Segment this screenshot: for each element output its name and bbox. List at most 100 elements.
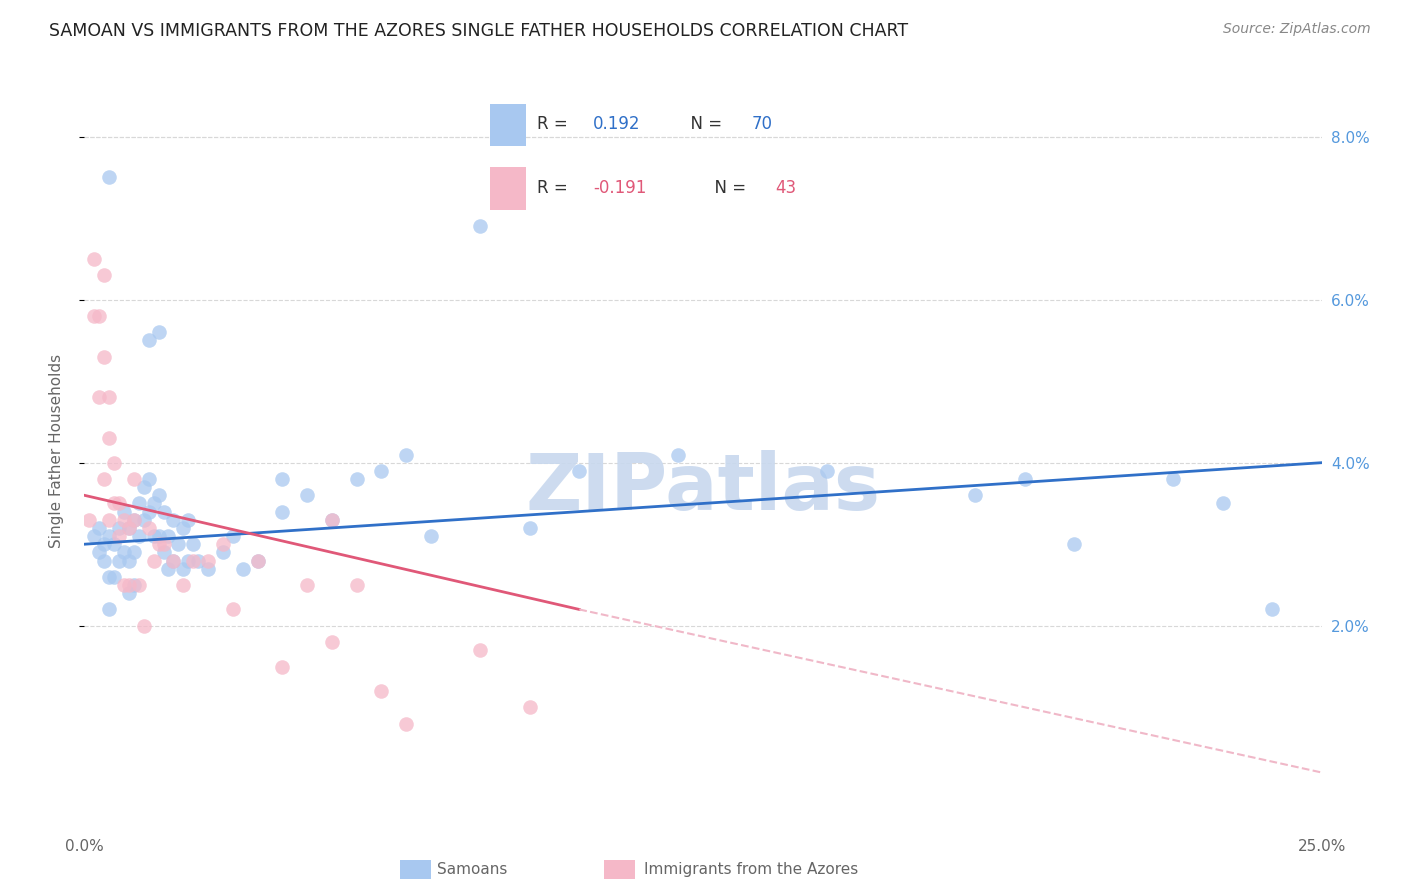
Point <box>172 578 194 592</box>
Point <box>271 472 294 486</box>
Point <box>321 513 343 527</box>
Point <box>172 562 194 576</box>
Point <box>666 448 689 462</box>
Point <box>1014 472 1036 486</box>
Point <box>157 562 180 576</box>
Point <box>89 521 111 535</box>
Point <box>83 252 105 266</box>
Point <box>212 545 235 559</box>
Point <box>1261 602 1284 616</box>
Point <box>152 545 174 559</box>
Point <box>181 553 204 567</box>
Point <box>103 456 125 470</box>
Point <box>93 268 115 282</box>
Point <box>98 170 121 185</box>
Point <box>108 521 131 535</box>
Point <box>98 391 121 405</box>
Point <box>519 700 541 714</box>
Point <box>172 521 194 535</box>
Point <box>128 578 150 592</box>
Point <box>138 505 160 519</box>
Point <box>132 619 155 633</box>
Point <box>1212 496 1234 510</box>
Point <box>138 472 160 486</box>
Point <box>112 505 135 519</box>
Point <box>98 513 121 527</box>
Point <box>122 513 145 527</box>
Point <box>152 537 174 551</box>
Point <box>212 537 235 551</box>
Point <box>519 521 541 535</box>
Text: Immigrants from the Azores: Immigrants from the Azores <box>644 863 858 877</box>
Point <box>370 464 392 478</box>
Point <box>177 513 200 527</box>
FancyBboxPatch shape <box>399 860 430 879</box>
Point <box>93 472 115 486</box>
Point <box>98 529 121 543</box>
FancyBboxPatch shape <box>605 860 636 879</box>
Point <box>232 562 254 576</box>
Point <box>370 684 392 698</box>
Point <box>112 545 135 559</box>
Point <box>93 553 115 567</box>
Text: ZIPatlas: ZIPatlas <box>526 450 880 526</box>
Point <box>148 537 170 551</box>
Point <box>118 521 141 535</box>
Point <box>1161 472 1184 486</box>
Point <box>138 334 160 348</box>
Point <box>118 586 141 600</box>
Point <box>108 529 131 543</box>
Point <box>142 553 165 567</box>
Point <box>132 480 155 494</box>
Point <box>128 496 150 510</box>
Point <box>148 529 170 543</box>
Point <box>470 219 492 234</box>
Point <box>177 553 200 567</box>
Point <box>122 472 145 486</box>
Point <box>98 602 121 616</box>
Point <box>162 553 184 567</box>
Text: Source: ZipAtlas.com: Source: ZipAtlas.com <box>1223 22 1371 37</box>
Point <box>568 464 591 478</box>
Point <box>246 553 269 567</box>
Y-axis label: Single Father Households: Single Father Households <box>49 353 63 548</box>
Point <box>128 529 150 543</box>
Point <box>103 496 125 510</box>
Point <box>142 529 165 543</box>
Point <box>815 464 838 478</box>
Point <box>83 529 105 543</box>
Point <box>93 537 115 551</box>
Point <box>181 537 204 551</box>
Point <box>148 488 170 502</box>
Point <box>162 553 184 567</box>
Point <box>419 529 441 543</box>
Point <box>395 716 418 731</box>
Point <box>89 391 111 405</box>
Point <box>142 496 165 510</box>
Point <box>346 472 368 486</box>
Point <box>271 505 294 519</box>
Point <box>98 570 121 584</box>
Point <box>295 488 318 502</box>
Point <box>132 513 155 527</box>
Point <box>321 635 343 649</box>
Point <box>346 578 368 592</box>
Point <box>197 553 219 567</box>
Point <box>152 505 174 519</box>
Point <box>89 309 111 323</box>
Point <box>197 562 219 576</box>
Point <box>295 578 318 592</box>
Point <box>93 350 115 364</box>
Point <box>108 496 131 510</box>
Point <box>162 513 184 527</box>
Point <box>222 602 245 616</box>
Point <box>271 659 294 673</box>
Point <box>79 513 101 527</box>
Point <box>167 537 190 551</box>
Point <box>103 570 125 584</box>
Text: SAMOAN VS IMMIGRANTS FROM THE AZORES SINGLE FATHER HOUSEHOLDS CORRELATION CHART: SAMOAN VS IMMIGRANTS FROM THE AZORES SIN… <box>49 22 908 40</box>
Point <box>118 578 141 592</box>
Point <box>470 643 492 657</box>
Point <box>187 553 209 567</box>
Point <box>222 529 245 543</box>
